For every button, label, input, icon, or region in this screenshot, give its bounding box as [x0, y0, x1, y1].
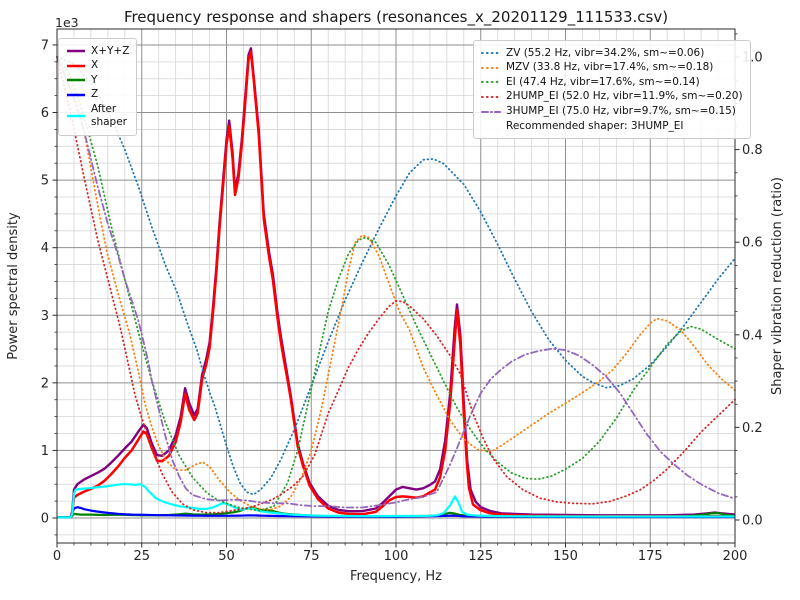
- series-line-shaper-ei: [56, 56, 736, 512]
- series: [56, 47, 736, 519]
- series-line-shaper-mzv: [56, 56, 736, 511]
- y-axis-label-left: Power spectral density: [6, 212, 21, 360]
- legend-item-psd-y: Y: [66, 74, 129, 87]
- x-tick-label: 0: [53, 549, 61, 564]
- legend-swatch-psd-y: [67, 79, 85, 82]
- legend-swatch-shaper-zv: [481, 52, 501, 55]
- legend-recommended-shaper: Recommended shaper: 3HUMP_EI: [506, 119, 684, 132]
- y-axis-offset-label: 1e3: [55, 15, 79, 30]
- y-axis-label-right: Shaper vibration reduction (ratio): [770, 177, 785, 395]
- legend-label-psd-x: X: [91, 59, 99, 72]
- legend-label-psd-after-shaper: After shaper: [91, 103, 128, 129]
- legend-swatch-psd-x: [67, 64, 85, 67]
- x-tick-label: 175: [638, 549, 663, 564]
- x-tick-label: 25: [133, 549, 150, 564]
- x-tick-label: 200: [723, 549, 748, 564]
- legend-swatch-shaper-ei: [481, 81, 501, 84]
- legend-swatch-psd-after-shaper: [67, 114, 85, 118]
- legend-item-psd-sum: X+Y+Z: [66, 45, 129, 58]
- series-line-shaper-3hump-ei: [56, 56, 736, 509]
- y-left-tick-label: 4: [41, 241, 49, 256]
- y-right-tick-label: 0.0: [742, 513, 763, 528]
- legend-item-shaper-3hump-ei: 3HUMP_EI (75.0 Hz, vibr=9.7%, sm~=0.15): [481, 105, 743, 118]
- legend-item-shaper-ei: EI (47.4 Hz, vibr=17.6%, sm~=0.14): [481, 76, 743, 89]
- y-left-tick-label: 1: [41, 444, 49, 459]
- legend-label-shaper-zv: ZV (55.2 Hz, vibr=34.2%, sm~=0.06): [506, 46, 705, 59]
- legend-swatch-psd-sum: [67, 49, 85, 53]
- legend-label-psd-sum: X+Y+Z: [91, 44, 130, 57]
- y-right-tick-label: 0.4: [742, 328, 763, 343]
- x-tick-label: 50: [218, 549, 235, 564]
- legend-item-shaper-mzv: MZV (33.8 Hz, vibr=17.4%, sm~=0.18): [481, 61, 743, 74]
- legend-label-psd-y: Y: [91, 73, 98, 86]
- legend-swatch-shaper-3hump-ei: [481, 110, 501, 113]
- legend-label-shaper-mzv: MZV (33.8 Hz, vibr=17.4%, sm~=0.18): [506, 61, 714, 74]
- y-right-tick-label: 0.6: [742, 236, 763, 251]
- y-left-tick-label: 6: [41, 106, 49, 121]
- legend-shapers: ZV (55.2 Hz, vibr=34.2%, sm~=0.06) MZV (3…: [473, 40, 751, 140]
- x-tick-label: 75: [303, 549, 320, 564]
- axis-ticks-and-labels: 0 25 50 75 100 125 150 175 200 0 1 2 3 4 5 6 7 0.0 0.2 0.4 0…: [41, 33, 763, 564]
- legend-label-psd-z: Z: [91, 88, 99, 101]
- y-right-tick-label: 0.8: [742, 143, 763, 158]
- legend-item-psd-after-shaper: After shaper: [66, 103, 129, 129]
- series-line-psd-z: [57, 506, 735, 519]
- x-tick-label: 150: [553, 549, 578, 564]
- x-tick-label: 125: [468, 549, 493, 564]
- x-axis-label: Frequency, Hz: [350, 569, 442, 584]
- y-right-tick-label: 0.2: [742, 421, 763, 436]
- chart-title: Frequency response and shapers (resonanc…: [124, 8, 668, 27]
- legend-item-shaper-2hump-ei: 2HUMP_EI (52.0 Hz, vibr=11.9%, sm~=0.20): [481, 90, 743, 103]
- x-tick-label: 100: [384, 549, 409, 564]
- legend-label-shaper-3hump-ei: 3HUMP_EI (75.0 Hz, vibr=9.7%, sm~=0.15): [506, 105, 736, 117]
- y-left-tick-label: 3: [41, 309, 49, 324]
- y-left-tick-label: 0: [41, 511, 49, 526]
- legend-psd: X+Y+Z X Y Z After shaper: [58, 38, 138, 136]
- legend-label-shaper-ei: EI (47.4 Hz, vibr=17.6%, sm~=0.14): [506, 75, 700, 88]
- legend-swatch-shaper-2hump-ei: [481, 95, 501, 98]
- legend-item-psd-x: X: [66, 59, 129, 72]
- legend-swatch-shaper-mzv: [481, 66, 501, 69]
- legend-swatch-psd-z: [67, 93, 85, 97]
- legend-item-shaper-zv: ZV (55.2 Hz, vibr=34.2%, sm~=0.06): [481, 47, 743, 60]
- y-left-tick-label: 7: [41, 38, 49, 53]
- series-line-shaper-2hump-ei: [56, 56, 736, 514]
- y-left-tick-label: 2: [41, 376, 49, 391]
- y-left-tick-label: 5: [41, 174, 49, 189]
- legend-item-psd-z: Z: [66, 88, 129, 101]
- legend-label-shaper-2hump-ei: 2HUMP_EI (52.0 Hz, vibr=11.9%, sm~=0.20): [506, 90, 743, 103]
